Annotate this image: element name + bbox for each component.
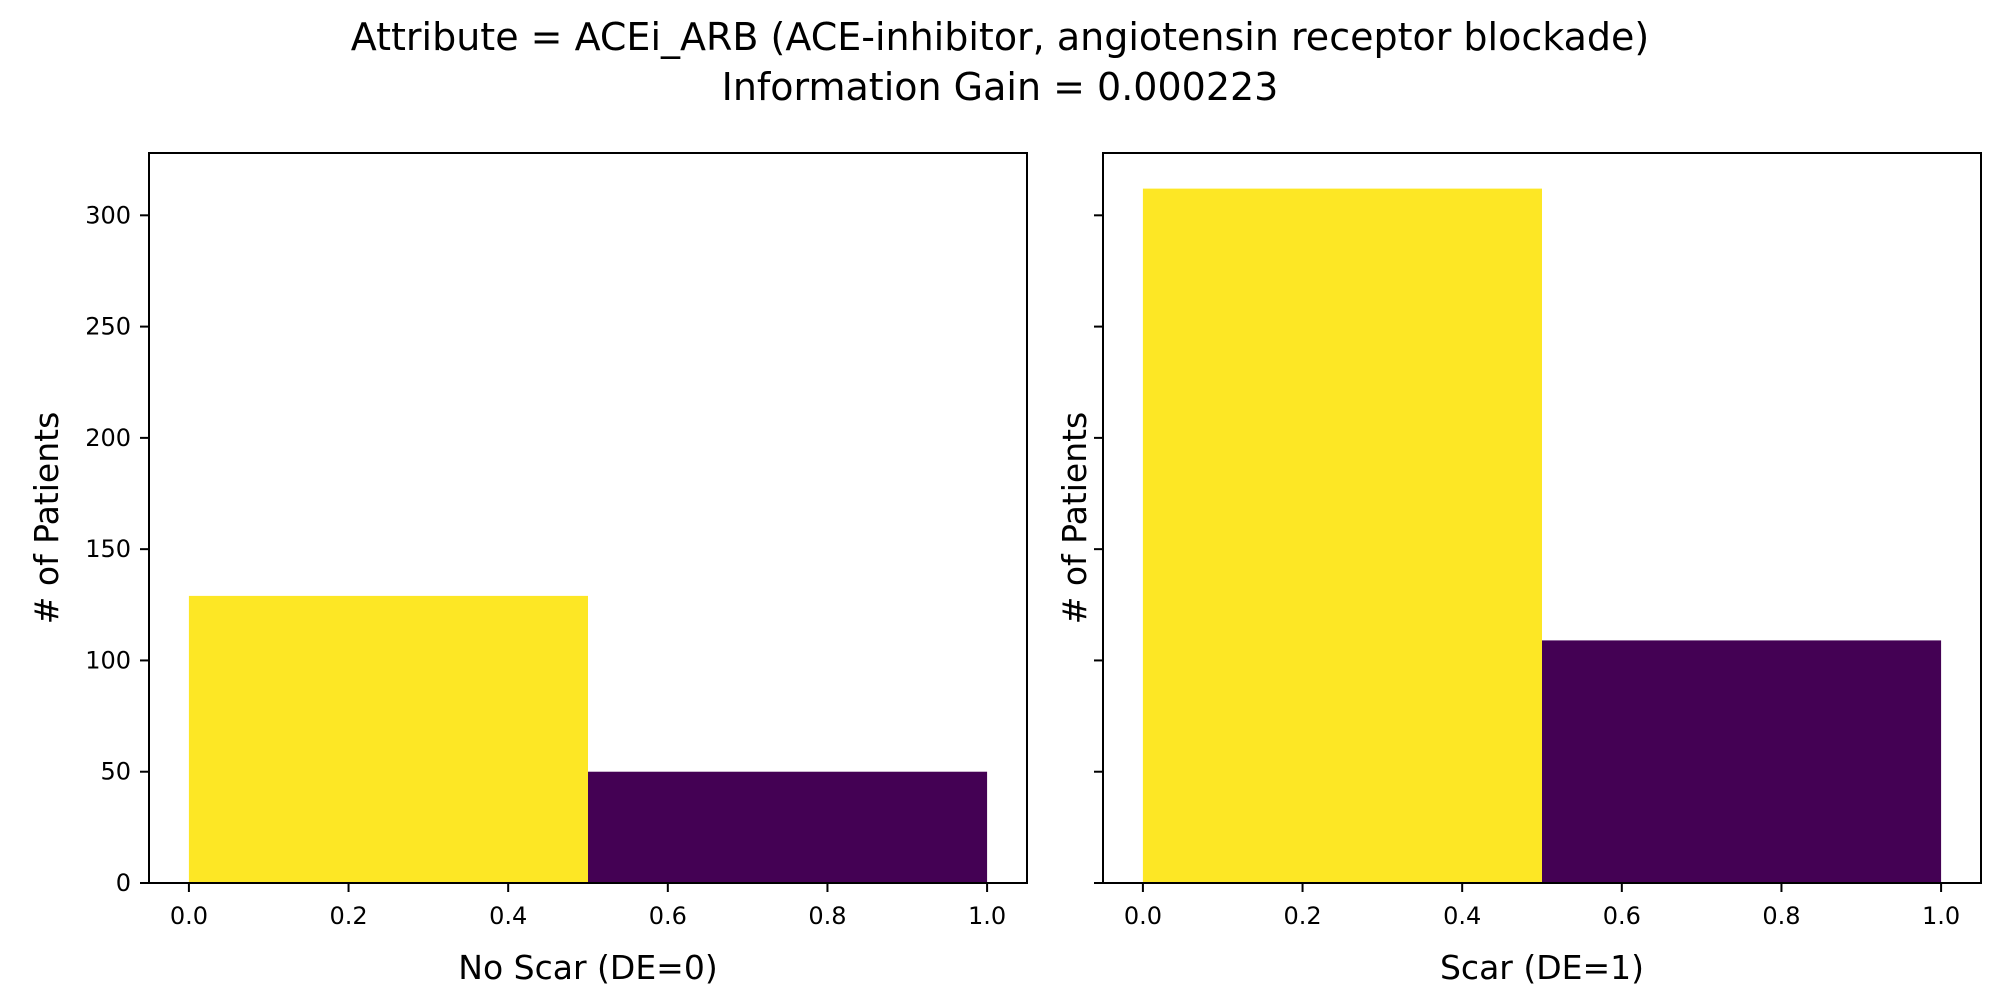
figure-title: Attribute = ACEi_ARB (ACE-inhibitor, ang… bbox=[350, 15, 1650, 59]
figure-subtitle: Information Gain = 0.000223 bbox=[721, 65, 1279, 109]
y-tick-label: 250 bbox=[85, 313, 131, 341]
axes-frame bbox=[148, 152, 1028, 884]
histogram-bar bbox=[588, 771, 988, 883]
x-tick-label: 0.2 bbox=[1283, 902, 1321, 930]
x-tick-label: 0.4 bbox=[489, 902, 527, 930]
x-tick-label: 0.0 bbox=[170, 902, 208, 930]
histogram-bar bbox=[1142, 188, 1542, 884]
x-tick-label: 0.8 bbox=[1762, 902, 1800, 930]
x-tick-label: 1.0 bbox=[1922, 902, 1960, 930]
histogram-bar bbox=[1542, 640, 1942, 883]
y-tick-label: 50 bbox=[100, 758, 131, 786]
y-tick-label: 100 bbox=[85, 646, 131, 674]
histogram-bar bbox=[188, 595, 588, 883]
x-tick-label: 0.6 bbox=[649, 902, 687, 930]
x-axis-label: Scar (DE=1) bbox=[1440, 948, 1644, 987]
x-tick-label: 0.2 bbox=[329, 902, 367, 930]
x-tick-label: 0.6 bbox=[1603, 902, 1641, 930]
y-axis-label: # of Patients bbox=[1055, 412, 1094, 625]
x-tick-label: 0.0 bbox=[1124, 902, 1162, 930]
axes-frame bbox=[1102, 152, 1982, 884]
x-tick-label: 0.4 bbox=[1443, 902, 1481, 930]
x-tick-label: 1.0 bbox=[968, 902, 1006, 930]
x-axis-label: No Scar (DE=0) bbox=[458, 948, 717, 987]
x-tick-label: 0.8 bbox=[808, 902, 846, 930]
y-tick-label: 0 bbox=[116, 869, 131, 897]
y-tick-label: 200 bbox=[85, 424, 131, 452]
y-tick-label: 300 bbox=[85, 201, 131, 229]
y-tick-label: 150 bbox=[85, 535, 131, 563]
y-axis-label: # of Patients bbox=[27, 412, 66, 625]
